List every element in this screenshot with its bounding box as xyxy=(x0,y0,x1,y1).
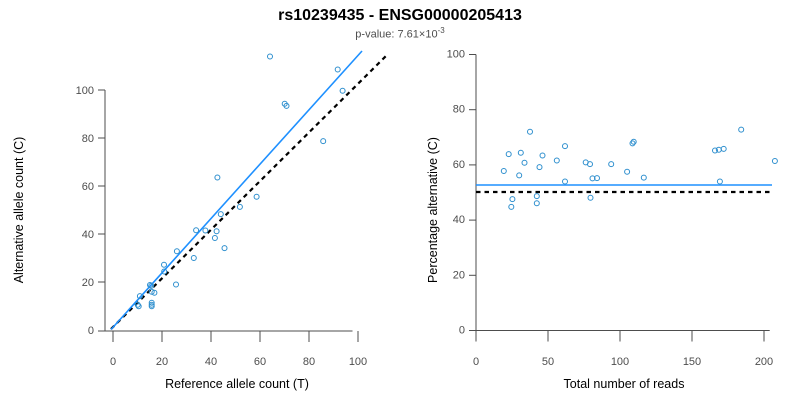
svg-text:200: 200 xyxy=(755,356,773,368)
svg-text:100: 100 xyxy=(349,356,367,368)
svg-text:150: 150 xyxy=(683,356,701,368)
svg-text:40: 40 xyxy=(205,356,217,368)
svg-text:80: 80 xyxy=(453,104,465,116)
svg-text:Total number of reads: Total number of reads xyxy=(564,377,685,391)
svg-text:40: 40 xyxy=(453,214,465,226)
svg-text:Percentage alternative (C): Percentage alternative (C) xyxy=(426,137,440,283)
svg-text:50: 50 xyxy=(542,356,554,368)
svg-text:100: 100 xyxy=(76,85,94,97)
svg-text:20: 20 xyxy=(453,269,465,281)
svg-text:100: 100 xyxy=(611,356,629,368)
svg-text:60: 60 xyxy=(254,356,266,368)
svg-text:0: 0 xyxy=(459,325,465,337)
svg-text:40: 40 xyxy=(82,229,94,241)
svg-text:100: 100 xyxy=(447,49,465,61)
svg-text:60: 60 xyxy=(453,159,465,171)
svg-text:0: 0 xyxy=(473,356,479,368)
svg-text:0: 0 xyxy=(88,325,94,337)
svg-text:80: 80 xyxy=(303,356,315,368)
svg-text:Reference allele count (T): Reference allele count (T) xyxy=(165,377,309,391)
svg-text:60: 60 xyxy=(82,181,94,193)
svg-text:80: 80 xyxy=(82,133,94,145)
svg-text:0: 0 xyxy=(110,356,116,368)
svg-text:20: 20 xyxy=(82,277,94,289)
svg-text:20: 20 xyxy=(156,356,168,368)
svg-text:Alternative allele count (C): Alternative allele count (C) xyxy=(12,137,26,284)
